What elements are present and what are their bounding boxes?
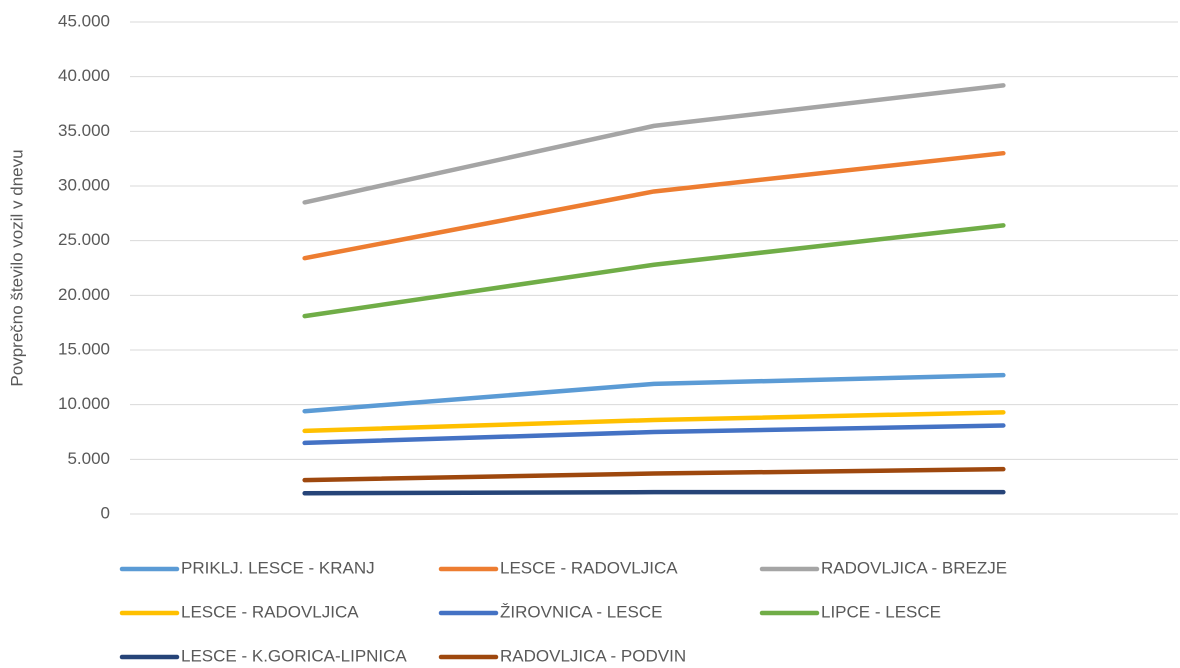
y-tick-label: 45.000 xyxy=(58,11,110,30)
series-line xyxy=(302,150,1006,261)
legend-label: RADOVLJICA - PODVIN xyxy=(500,646,686,665)
series-line xyxy=(302,423,1006,446)
legend-label: LESCE - RADOVLJICA xyxy=(500,558,678,577)
legend-label: LESCE - K.GORICA-LIPNICA xyxy=(181,646,407,665)
legend-label: ŽIROVNICA - LESCE xyxy=(500,602,662,621)
series-line xyxy=(302,372,1006,414)
legend-label: LIPCE - LESCE xyxy=(821,602,941,621)
series-line xyxy=(302,223,1006,319)
series-line xyxy=(302,410,1006,434)
legend-label: RADOVLJICA - BREZJE xyxy=(821,558,1007,577)
series-line xyxy=(302,489,1006,496)
series-line xyxy=(302,83,1006,205)
y-tick-label: 35.000 xyxy=(58,121,110,140)
y-tick-label: 25.000 xyxy=(58,230,110,249)
legend-label: PRIKLJ. LESCE - KRANJ xyxy=(181,558,375,577)
y-tick-label: 5.000 xyxy=(67,449,110,468)
y-tick-label: 0 xyxy=(101,503,110,522)
y-tick-label: 40.000 xyxy=(58,66,110,85)
y-tick-label: 30.000 xyxy=(58,175,110,194)
y-tick-label: 10.000 xyxy=(58,394,110,413)
series-line xyxy=(302,466,1006,483)
y-tick-label: 15.000 xyxy=(58,339,110,358)
legend-label: LESCE - RADOVLJICA xyxy=(181,602,359,621)
y-axis-label: Povprečno število vozil v dnevu xyxy=(7,149,26,386)
y-tick-label: 20.000 xyxy=(58,285,110,304)
